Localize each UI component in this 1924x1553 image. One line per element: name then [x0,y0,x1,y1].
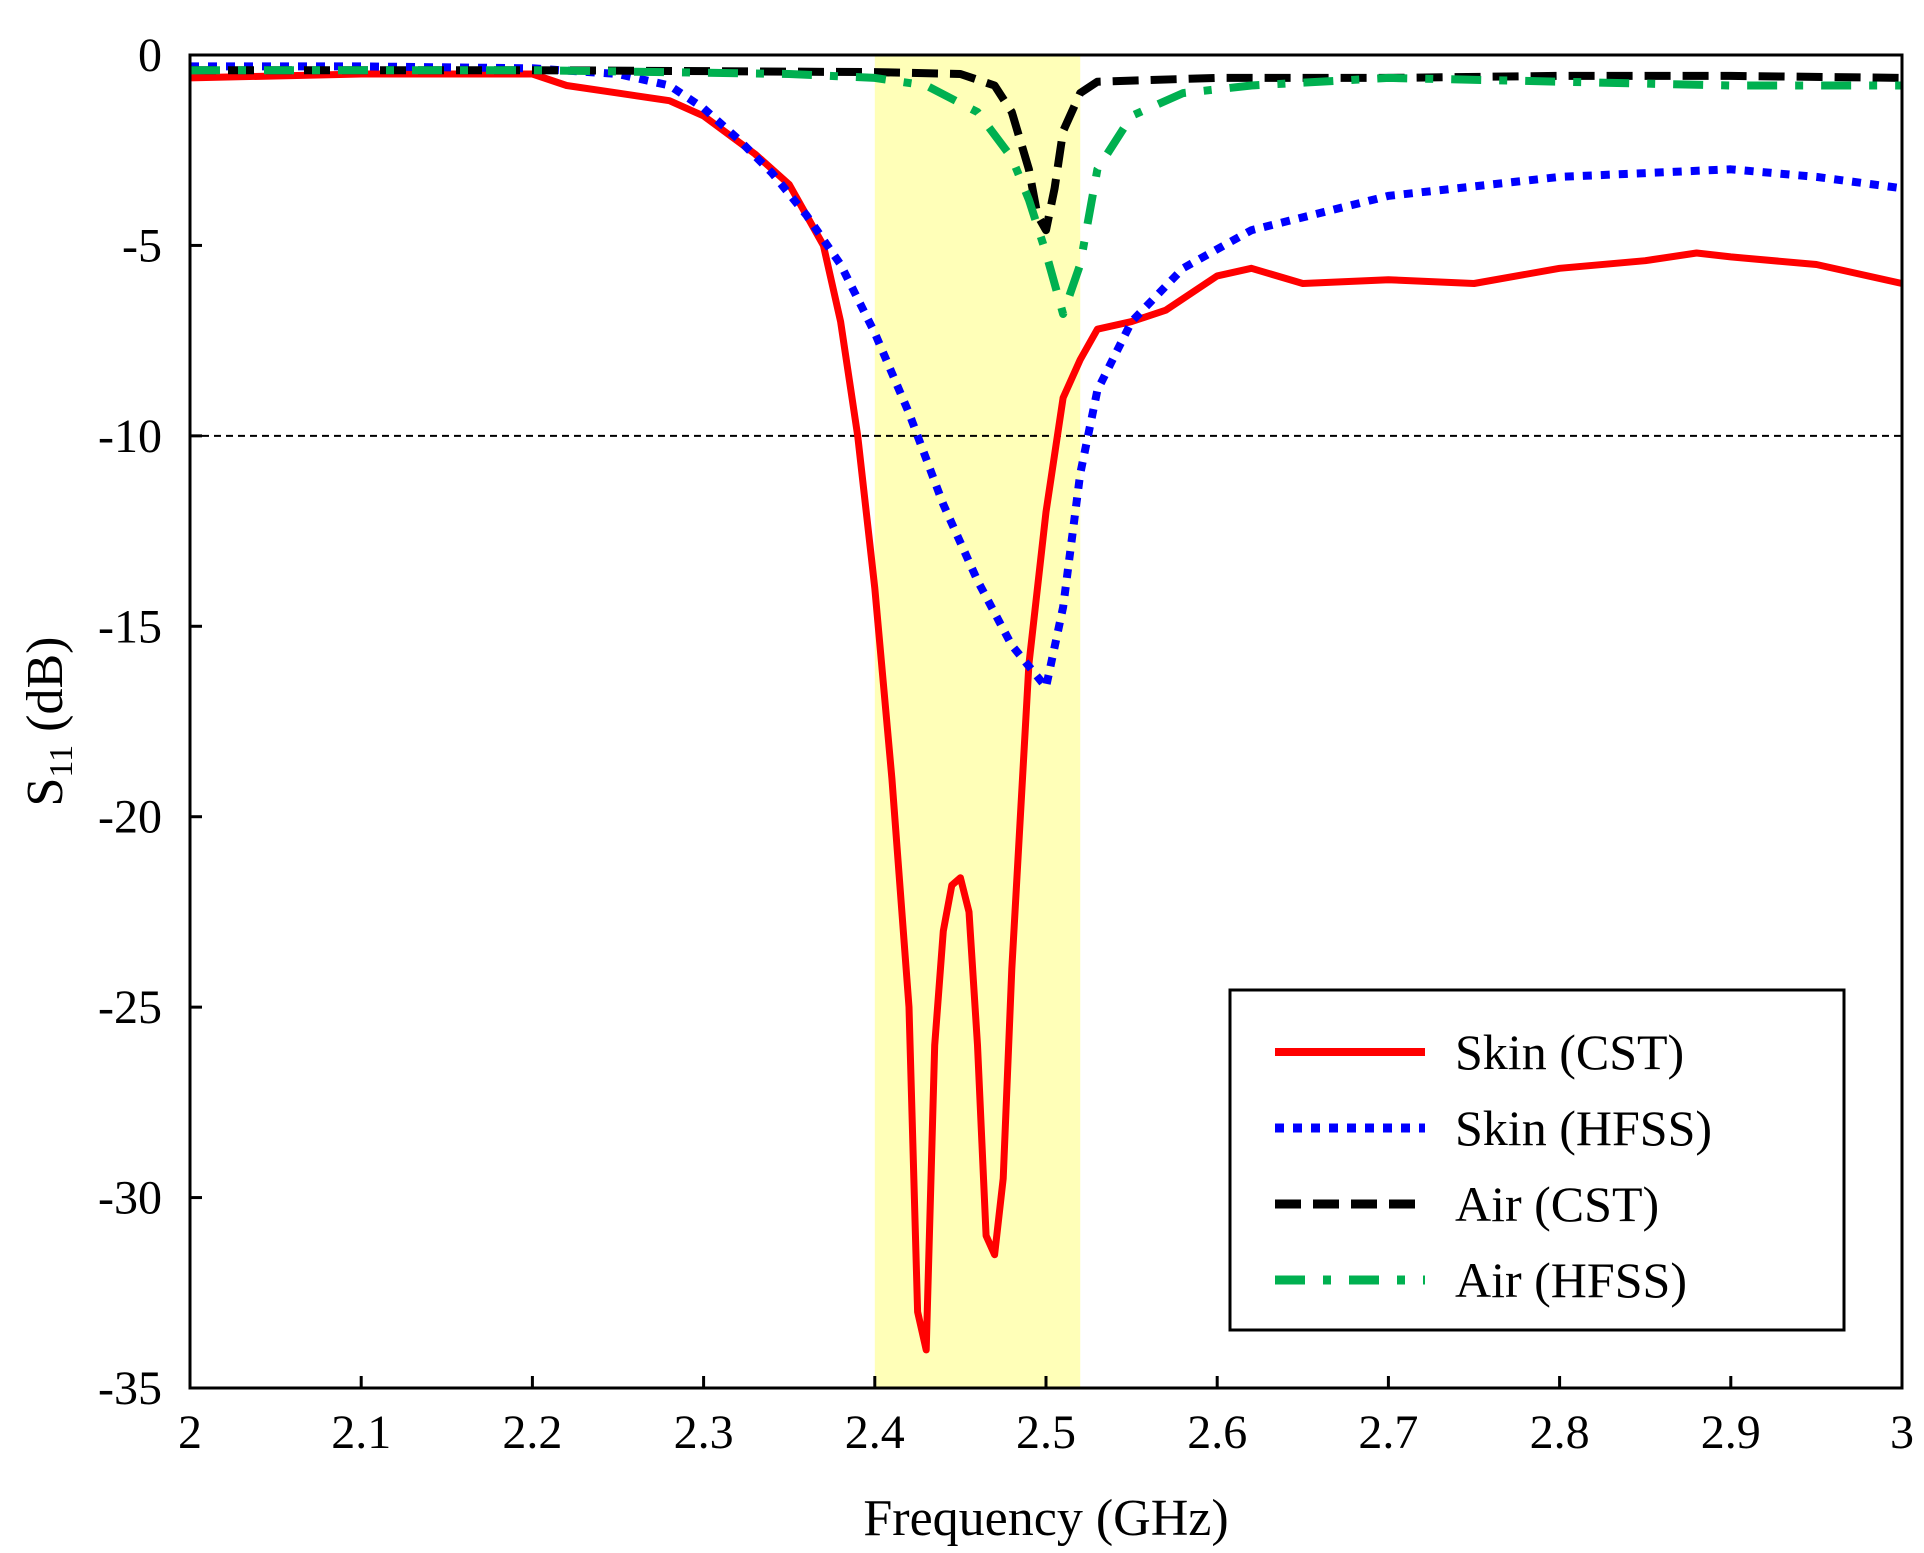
y-tick-label: -20 [98,791,162,844]
series-line-2 [190,62,1903,692]
x-tick-label: 2.4 [845,1406,905,1459]
legend-label-2: Skin (HFSS) [1455,1100,1712,1156]
y-tick-label: -35 [98,1362,162,1415]
y-tick-label: -30 [98,1172,162,1225]
series-line-4 [190,66,1902,318]
x-tick-label: 2.8 [1530,1406,1590,1459]
legend-label-4: Air (HFSS) [1455,1252,1687,1308]
legend-items: Skin (CST) Skin (HFSS) Air (CST) Air (HFSS) [1275,1024,1712,1308]
legend-label-3: Air (CST) [1455,1176,1659,1232]
x-tick-label: 2.3 [674,1406,734,1459]
y-axis-title-unit: (dB) [17,637,74,745]
x-tick-label: 2.7 [1358,1406,1418,1459]
y-tick-label: -10 [98,410,162,463]
legend: Skin (CST) Skin (HFSS) Air (CST) Air (HFSS) [1228,988,1846,1332]
y-tick-label: 0 [138,29,162,82]
y-axis-title-main: S [17,778,74,807]
y-axis-title-subscript: 11 [43,745,80,778]
x-tick-label: 2.2 [502,1406,562,1459]
x-tick-label: 3 [1890,1406,1914,1459]
x-tick-label: 2.1 [331,1406,391,1459]
x-axis-title: Frequency (GHz) [863,1490,1228,1547]
y-axis-ticks: 0 -5 -10 -15 -20 -25 -30 -35 [98,29,202,1415]
x-tick-label: 2.9 [1701,1406,1761,1459]
legend-label-1: Skin (CST) [1455,1024,1684,1080]
x-tick-label: 2.5 [1016,1406,1076,1459]
series-group [189,62,1903,1354]
x-tick-label: 2.6 [1187,1406,1247,1459]
y-tick-label: -15 [98,600,162,653]
series-line-1 [189,70,1903,1354]
series-line-3 [190,66,1903,235]
y-tick-label: -25 [98,981,162,1034]
y-axis-title: S11 (dB) [17,637,80,807]
x-tick-label: 2 [178,1406,202,1459]
legend-box [1228,988,1846,1332]
ism-band-highlight [874,55,1081,1388]
x-axis-ticks: 2 2.1 2.2 2.3 2.4 2.5 2.6 2.7 2.8 2.9 3 [178,1376,1914,1459]
y-tick-label: -5 [122,219,162,272]
